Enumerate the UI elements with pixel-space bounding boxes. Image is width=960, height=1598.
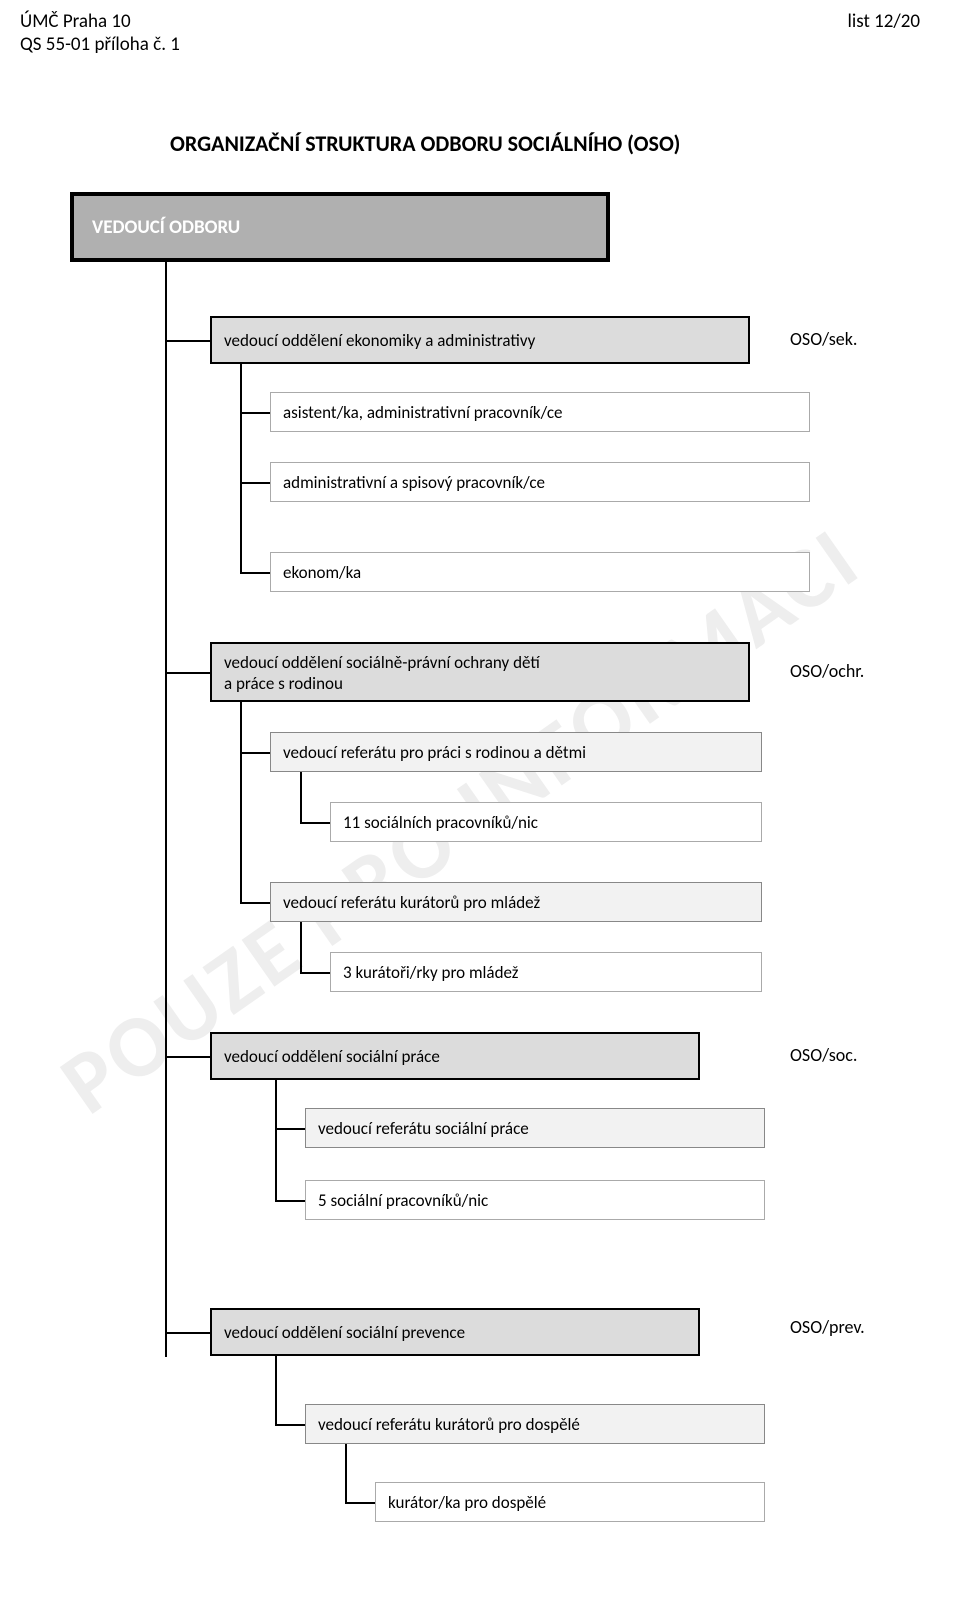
c-sek-c1-h [240, 482, 270, 484]
dept-soc-label: vedoucí oddělení sociální práce [224, 1046, 440, 1067]
c-ochr-r2-ch [300, 972, 330, 974]
c-ochr-v [240, 702, 242, 904]
c-sek-c0-h [240, 412, 270, 414]
c-ochr-r1-ch [300, 822, 330, 824]
ochr-ref1: vedoucí referátu pro práci s rodinou a d… [270, 732, 762, 772]
ochr-ref1-child: 11 sociálních pracovníků/nic [330, 802, 762, 842]
c-ochr-r2-cv [300, 922, 302, 972]
doc-org-line2: QS 55-01 příloha č. 1 [20, 33, 180, 56]
sek-child-2: ekonom/ka [270, 552, 810, 592]
dept-prev: vedoucí oddělení sociální prevence [210, 1308, 700, 1356]
c-soc-h [165, 1056, 210, 1058]
prev-ref1-child: kurátor/ka pro dospělé [375, 1482, 765, 1522]
sek-child-0-label: asistent/ka, administrativní pracovník/c… [283, 402, 563, 423]
ochr-ref1-label: vedoucí referátu pro práci s rodinou a d… [283, 742, 586, 763]
header-page-ref: list 12/20 [848, 10, 920, 33]
prev-ref1: vedoucí referátu kurátorů pro dospělé [305, 1404, 765, 1444]
c-ochr-r1-h [240, 752, 270, 754]
dept-soc: vedoucí oddělení sociální práce [210, 1032, 700, 1080]
trunk-main [165, 262, 167, 1357]
ochr-ref2-child-label: 3 kurátoři/rky pro mládež [343, 962, 519, 983]
prev-ref1-label: vedoucí referátu kurátorů pro dospělé [318, 1414, 580, 1435]
ochr-ref2: vedoucí referátu kurátorů pro mládež [270, 882, 762, 922]
c-sek-h [165, 340, 210, 342]
soc-ref1-child: 5 sociální pracovníků/nic [305, 1180, 765, 1220]
dept-ochr-label: vedoucí oddělení sociálně-právní ochrany… [224, 646, 540, 695]
soc-ref1-label: vedoucí referátu sociální práce [318, 1118, 529, 1139]
soc-ref1-child-label: 5 sociální pracovníků/nic [318, 1190, 488, 1211]
root-box: VEDOUCÍ ODBORU [70, 192, 610, 262]
c-sek-c2-h [240, 572, 270, 574]
dept-sek-label: vedoucí oddělení ekonomiky a administrat… [224, 330, 535, 351]
c-soc-v [275, 1080, 277, 1202]
c-ochr-h [165, 672, 210, 674]
sek-child-1-label: administrativní a spisový pracovník/ce [283, 472, 545, 493]
ochr-ref2-label: vedoucí referátu kurátorů pro mládež [283, 892, 540, 913]
ochr-ref1-child-label: 11 sociálních pracovníků/nic [343, 812, 538, 833]
dept-ochr-code: OSO/ochr. [790, 660, 864, 682]
c-prev-r1-cv [345, 1444, 347, 1504]
c-soc-r1-ch [275, 1200, 305, 1202]
ochr-ref2-child: 3 kurátoři/rky pro mládež [330, 952, 762, 992]
c-prev-r1-h [275, 1424, 305, 1426]
dept-prev-label: vedoucí oddělení sociální prevence [224, 1322, 465, 1343]
dept-prev-code: OSO/prev. [790, 1316, 865, 1338]
c-prev-v [275, 1356, 277, 1426]
dept-sek: vedoucí oddělení ekonomiky a administrat… [210, 316, 750, 364]
sek-child-1: administrativní a spisový pracovník/ce [270, 462, 810, 502]
c-prev-r1-ch [345, 1502, 375, 1504]
dept-soc-code: OSO/soc. [790, 1044, 857, 1066]
c-ochr-r1-cv [300, 772, 302, 822]
sek-child-2-label: ekonom/ka [283, 562, 361, 583]
header-left: ÚMČ Praha 10 QS 55-01 příloha č. 1 [20, 10, 180, 56]
doc-org-line1: ÚMČ Praha 10 [20, 10, 180, 33]
page-title: ORGANIZAČNÍ STRUKTURA ODBORU SOCIÁLNÍHO … [170, 130, 680, 157]
c-prev-h [165, 1332, 210, 1334]
prev-ref1-child-label: kurátor/ka pro dospělé [388, 1492, 546, 1513]
soc-ref1: vedoucí referátu sociální práce [305, 1108, 765, 1148]
c-sek-v [240, 364, 242, 574]
c-ochr-r2-h [240, 902, 270, 904]
dept-sek-code: OSO/sek. [790, 328, 857, 350]
c-soc-r1-h [275, 1128, 305, 1130]
root-label: VEDOUCÍ ODBORU [92, 216, 240, 239]
dept-ochr: vedoucí oddělení sociálně-právní ochrany… [210, 642, 750, 702]
sek-child-0: asistent/ka, administrativní pracovník/c… [270, 392, 810, 432]
